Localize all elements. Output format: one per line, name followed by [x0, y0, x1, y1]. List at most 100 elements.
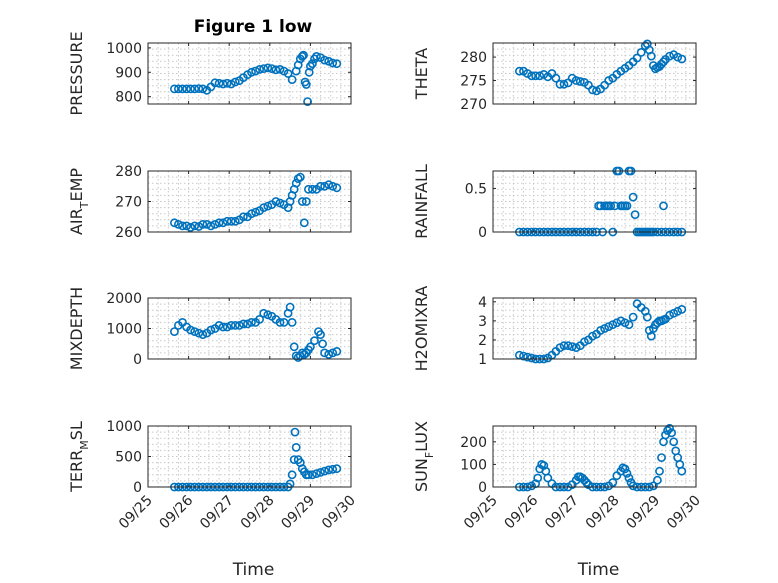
data-point	[659, 57, 668, 67]
data-point	[307, 59, 317, 69]
data-point	[303, 184, 313, 194]
data-point	[332, 464, 342, 474]
data-point	[303, 470, 313, 480]
data-point	[677, 466, 687, 476]
data-point	[559, 79, 569, 89]
data-point	[222, 322, 232, 332]
data-point	[612, 318, 622, 328]
data-point	[230, 320, 240, 330]
axes-box	[147, 42, 352, 105]
data-point	[275, 198, 285, 208]
data-point	[571, 343, 581, 352]
data-point	[563, 341, 573, 351]
data-point	[318, 339, 327, 349]
y-tick-label: 2000	[106, 291, 142, 307]
y-axis-label: THETA	[412, 48, 431, 100]
data-point	[190, 221, 200, 231]
data-point	[535, 71, 545, 81]
data-point	[285, 302, 295, 312]
data-point	[259, 308, 269, 318]
data-point	[299, 218, 309, 228]
data-point	[628, 481, 638, 491]
data-point	[301, 80, 311, 89]
data-point	[226, 320, 236, 330]
data-point	[588, 85, 597, 95]
data-point	[295, 172, 305, 182]
data-point	[297, 197, 307, 206]
grid	[492, 171, 697, 232]
data-point	[289, 342, 299, 352]
y-tick-label: 0.5	[465, 181, 487, 197]
data-point	[297, 52, 307, 61]
y-axis-label: SUNFLUX	[412, 421, 436, 492]
data-point	[303, 97, 312, 106]
x-axis-label: Time	[232, 560, 275, 580]
data-point	[539, 461, 549, 470]
data-point	[247, 67, 256, 77]
data-point	[657, 453, 666, 462]
data-point	[582, 478, 591, 487]
data-point	[214, 218, 224, 228]
data-point	[299, 50, 308, 60]
data-point	[194, 328, 204, 338]
data-point	[527, 353, 536, 363]
y-tick-label: 0	[133, 352, 142, 368]
data-point	[263, 63, 273, 73]
data-point	[230, 216, 240, 226]
data-point	[210, 219, 220, 229]
x-tick-label: 09/26	[502, 492, 542, 532]
data-point	[291, 178, 301, 188]
data-point	[316, 181, 325, 191]
data-point	[320, 55, 329, 65]
y-tick-label: 4	[478, 295, 487, 311]
series-points	[515, 423, 687, 492]
y-tick-label: 280	[115, 164, 142, 180]
data-point	[206, 221, 216, 231]
data-point	[210, 78, 220, 88]
y-axis-label: AIRTEMP	[67, 168, 91, 235]
data-point	[304, 67, 314, 77]
x-tick-label: 09/28	[238, 493, 278, 533]
data-point	[610, 201, 620, 211]
axes-box	[147, 170, 352, 233]
data-point	[198, 330, 208, 339]
data-point	[559, 341, 569, 351]
data-point	[316, 467, 325, 477]
y-tick-label: 200	[460, 435, 487, 451]
y-tick-label: 1000	[106, 41, 142, 57]
x-tick-label: 09/30	[319, 493, 359, 533]
data-point	[307, 184, 317, 194]
data-point	[283, 69, 293, 78]
data-point	[531, 71, 540, 81]
data-point	[206, 325, 216, 335]
y-tick-label: 1000	[106, 322, 142, 338]
data-point	[182, 84, 191, 94]
data-point	[328, 58, 338, 68]
series-points	[169, 172, 342, 232]
y-tick-label: 3	[478, 314, 487, 330]
x-tick-label: 09/25	[461, 493, 501, 533]
data-point	[324, 465, 334, 475]
data-point	[312, 469, 321, 478]
data-point	[230, 77, 240, 87]
y-tick-label: 800	[115, 90, 142, 106]
data-point	[515, 66, 524, 76]
y-tick-label: 1	[478, 352, 487, 368]
subplot-2: 270 275 280 THETA	[412, 39, 697, 113]
y-tick-label: 275	[460, 74, 487, 90]
data-point	[628, 312, 638, 322]
data-point	[247, 209, 256, 219]
data-point	[673, 52, 683, 62]
data-point	[596, 201, 605, 211]
data-point	[198, 84, 208, 94]
data-point	[186, 84, 195, 94]
series-points	[169, 302, 342, 362]
data-point	[646, 331, 656, 341]
series-points	[515, 299, 687, 364]
data-point	[198, 219, 208, 229]
subplot-8: 09/25 09/26 09/27 09/28 09/29 09/30 0 100 200 SUN…	[412, 421, 704, 580]
data-point	[669, 437, 679, 447]
data-point	[655, 466, 664, 476]
x-axis-label: Time	[577, 560, 620, 580]
